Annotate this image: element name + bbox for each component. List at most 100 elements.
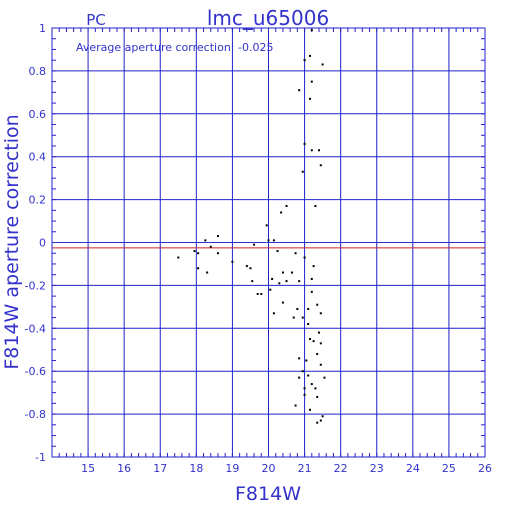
data-point bbox=[177, 256, 180, 259]
data-point bbox=[301, 370, 304, 373]
y-tick-label: 0.2 bbox=[29, 194, 47, 207]
y-tick-label: -0.2 bbox=[25, 279, 46, 292]
data-point bbox=[206, 271, 209, 274]
x-tick-label: 20 bbox=[262, 462, 276, 475]
x-tick-label: 25 bbox=[442, 462, 456, 475]
data-point bbox=[314, 205, 317, 208]
data-point bbox=[312, 265, 315, 268]
data-point bbox=[260, 292, 263, 295]
data-point bbox=[216, 235, 219, 238]
data-point bbox=[265, 224, 268, 227]
y-tick-label: 0.8 bbox=[29, 65, 47, 78]
data-point bbox=[310, 149, 313, 152]
x-axis-label: F814W bbox=[235, 483, 301, 505]
data-point bbox=[272, 312, 275, 315]
data-point bbox=[193, 250, 196, 253]
y-tick-label: 0.6 bbox=[29, 108, 47, 121]
y-tick-label: 1 bbox=[39, 22, 46, 35]
data-point bbox=[303, 256, 306, 259]
data-point bbox=[281, 271, 284, 274]
data-point bbox=[298, 376, 301, 379]
data-point bbox=[310, 383, 313, 386]
data-point bbox=[281, 301, 284, 304]
y-axis-label: F814W aperture correction bbox=[1, 114, 23, 369]
data-point bbox=[285, 205, 288, 208]
data-point bbox=[307, 307, 310, 310]
data-point bbox=[303, 393, 306, 396]
plot-frame bbox=[51, 27, 486, 458]
y-tick-label: -0.4 bbox=[25, 322, 46, 335]
data-point bbox=[249, 267, 252, 270]
data-point bbox=[271, 277, 274, 280]
x-tick-label: 16 bbox=[117, 462, 131, 475]
x-tick-label: 19 bbox=[225, 462, 239, 475]
x-tick-label: 21 bbox=[298, 462, 312, 475]
data-point bbox=[253, 243, 256, 246]
data-point bbox=[276, 250, 279, 253]
annotation-text: Average aperture correction: -0.025 bbox=[76, 41, 273, 54]
data-point bbox=[267, 239, 270, 242]
y-tick-label: 0.4 bbox=[29, 151, 47, 164]
data-point bbox=[292, 316, 295, 319]
x-tick-label: 18 bbox=[189, 462, 203, 475]
data-point bbox=[308, 54, 311, 57]
y-tick-label: -0.8 bbox=[25, 408, 46, 421]
data-points bbox=[177, 29, 326, 424]
data-point bbox=[307, 374, 310, 377]
data-point bbox=[197, 252, 200, 255]
data-point bbox=[197, 267, 200, 270]
data-point bbox=[290, 271, 293, 274]
data-point bbox=[316, 395, 319, 398]
data-point bbox=[310, 290, 313, 293]
x-tick-label: 22 bbox=[334, 462, 348, 475]
data-point bbox=[316, 303, 319, 306]
x-tick-label: 17 bbox=[153, 462, 167, 475]
data-point bbox=[319, 342, 322, 345]
data-point bbox=[231, 260, 234, 263]
data-point bbox=[303, 387, 306, 390]
data-point bbox=[294, 404, 297, 407]
data-point bbox=[308, 408, 311, 411]
data-point bbox=[308, 97, 311, 100]
data-point bbox=[216, 252, 219, 255]
chart-title: lmc_u65006 bbox=[207, 6, 329, 30]
data-point bbox=[296, 307, 299, 310]
x-tick-label: 23 bbox=[370, 462, 384, 475]
reference-lines bbox=[52, 242, 485, 249]
data-point bbox=[310, 277, 313, 280]
data-point bbox=[316, 353, 319, 356]
data-point bbox=[278, 282, 281, 285]
data-point bbox=[321, 63, 324, 66]
data-point bbox=[303, 59, 306, 62]
data-point bbox=[319, 312, 322, 315]
data-point bbox=[314, 387, 317, 390]
data-point bbox=[310, 29, 313, 32]
data-point bbox=[316, 421, 319, 424]
data-point bbox=[319, 363, 322, 366]
data-point bbox=[272, 239, 275, 242]
data-point bbox=[269, 288, 272, 291]
data-point bbox=[285, 280, 288, 283]
y-tick-label: 0 bbox=[39, 237, 46, 250]
data-point bbox=[298, 89, 301, 92]
data-point bbox=[312, 340, 315, 343]
x-tick-label: 24 bbox=[406, 462, 420, 475]
data-point bbox=[310, 80, 313, 83]
data-point bbox=[209, 245, 212, 248]
data-point bbox=[294, 252, 297, 255]
data-point bbox=[323, 376, 326, 379]
data-point bbox=[301, 170, 304, 173]
x-tick-label: 15 bbox=[81, 462, 95, 475]
x-tick-label: 26 bbox=[478, 462, 492, 475]
data-point bbox=[307, 323, 310, 326]
data-point bbox=[245, 265, 248, 268]
data-point bbox=[251, 280, 254, 283]
data-point bbox=[204, 239, 207, 242]
data-point bbox=[319, 164, 322, 167]
data-point bbox=[298, 280, 301, 283]
data-point bbox=[319, 419, 322, 422]
data-point bbox=[305, 359, 308, 362]
y-tick-label: -0.6 bbox=[25, 365, 46, 378]
data-point bbox=[298, 357, 301, 360]
